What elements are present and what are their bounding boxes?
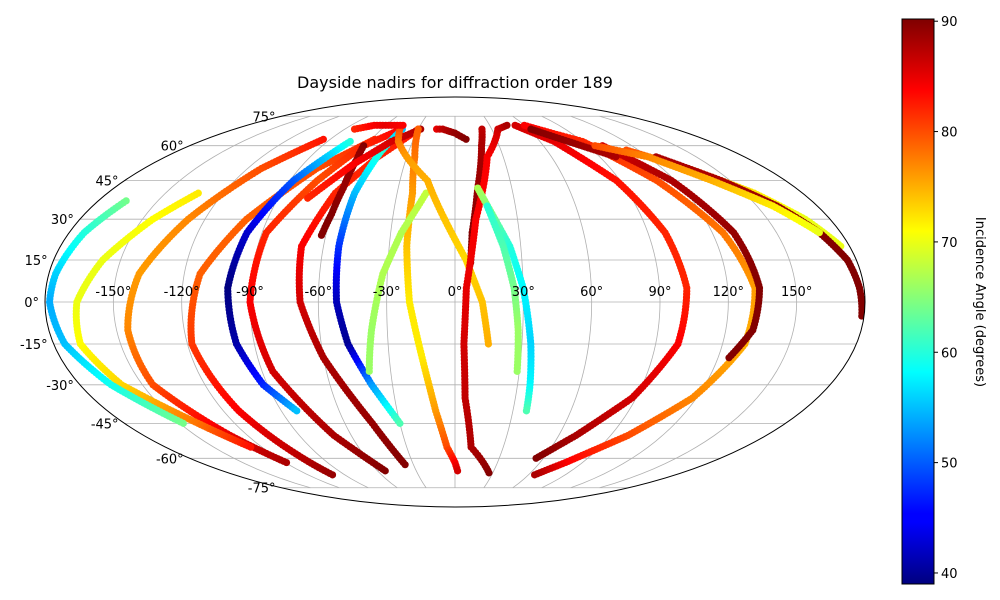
nadir-point xyxy=(532,454,540,462)
colorbar: 40 50 60 70 80 90 Incidence Angle (degrees) xyxy=(901,15,987,585)
meridian-gridline xyxy=(599,115,798,489)
meridian-gridline xyxy=(570,115,729,489)
nadir-track xyxy=(511,121,691,462)
nadir-point xyxy=(179,419,187,427)
nadir-track xyxy=(350,121,407,133)
colorbar-ticks: 40 50 60 70 80 90 xyxy=(934,15,958,582)
longitude-tick-label: -150° xyxy=(95,285,131,300)
longitude-tick-label: -30° xyxy=(373,285,401,300)
nadir-point xyxy=(522,407,531,415)
meridian-gridline xyxy=(112,115,311,489)
longitude-tick-label: -60° xyxy=(304,285,332,300)
colorbar-tick-label: 80 xyxy=(941,126,958,141)
data-tracks xyxy=(45,121,865,479)
latitude-tick-label: 45° xyxy=(96,175,119,190)
longitude-tick-label: -120° xyxy=(164,285,200,300)
nadir-track xyxy=(460,121,511,477)
longitude-tick-label: 90° xyxy=(648,285,671,300)
nadir-track xyxy=(124,135,327,467)
nadir-track xyxy=(520,121,759,479)
nadir-track xyxy=(433,125,470,143)
nadir-point xyxy=(612,153,620,161)
latitude-tick-labels: 75° 60° 45° 30° 15° 0° -15° -30° -45° -60° -75° xyxy=(20,110,276,496)
latitude-tick-label: 75° xyxy=(252,110,275,125)
nadir-track xyxy=(483,202,522,375)
nadir-track xyxy=(246,125,405,475)
nadir-track xyxy=(224,137,354,415)
nadir-point xyxy=(282,458,291,467)
nadir-point xyxy=(396,419,404,427)
nadir-point xyxy=(399,121,407,129)
colorbar-label: Incidence Angle (degrees) xyxy=(972,217,987,387)
longitude-tick-label: 0° xyxy=(448,285,463,300)
colorbar-tick-label: 70 xyxy=(941,236,958,251)
longitude-tick-labels: -150° -120° -90° -60° -30° 0° 30° 60° 90° 120° 150… xyxy=(95,285,812,300)
nadir-track xyxy=(365,189,430,375)
colorbar-tick-label: 60 xyxy=(941,346,958,361)
longitude-tick-label: 120° xyxy=(713,285,744,300)
chart-title: Dayside nadirs for diffraction order 189 xyxy=(297,73,613,92)
meridian-gridline xyxy=(541,115,661,489)
latitude-tick-label: 0° xyxy=(24,296,39,311)
nadir-point xyxy=(304,194,312,202)
latitude-tick-label: -75° xyxy=(248,482,276,497)
longitude-tick-label: 30° xyxy=(512,285,535,300)
longitude-tick-label: -90° xyxy=(236,285,264,300)
nadir-point xyxy=(484,340,493,348)
nadir-point xyxy=(513,367,521,375)
longitude-tick-label: 150° xyxy=(781,285,812,300)
map-grid xyxy=(45,115,865,489)
latitude-tick-label: 30° xyxy=(51,213,74,228)
nadir-point xyxy=(293,407,301,415)
nadir-point xyxy=(401,461,409,469)
colorbar-tick-label: 40 xyxy=(941,567,958,582)
colorbar-tick-label: 90 xyxy=(941,15,958,30)
nadir-point xyxy=(247,443,255,451)
nadir-track xyxy=(591,142,823,237)
latitude-tick-label: 15° xyxy=(25,254,48,269)
nadir-point xyxy=(381,467,389,475)
meridian-gridline xyxy=(181,115,340,489)
meridian-gridline xyxy=(512,115,593,489)
meridian-gridline xyxy=(386,116,427,488)
nadir-point xyxy=(503,121,511,129)
nadir-point xyxy=(328,471,337,479)
map-outline xyxy=(44,96,866,508)
latitude-tick-label: -15° xyxy=(20,338,48,353)
nadir-track xyxy=(394,125,493,348)
latitude-tick-label: -30° xyxy=(46,379,74,394)
longitude-tick-label: 60° xyxy=(580,285,603,300)
nadir-point xyxy=(365,367,373,375)
colorbar-scale xyxy=(901,18,935,585)
nadir-point xyxy=(453,467,462,475)
nadir-track xyxy=(45,197,187,427)
nadir-point xyxy=(725,354,733,362)
colorbar-tick-label: 50 xyxy=(941,457,958,472)
nadir-point xyxy=(531,471,539,479)
nadir-track xyxy=(403,125,462,475)
nadir-point xyxy=(317,231,326,239)
nadir-point xyxy=(462,135,470,143)
latitude-tick-label: 60° xyxy=(161,140,184,155)
latitude-tick-label: -45° xyxy=(91,417,119,432)
latitude-tick-label: -60° xyxy=(156,452,184,467)
nadir-point xyxy=(815,229,823,237)
